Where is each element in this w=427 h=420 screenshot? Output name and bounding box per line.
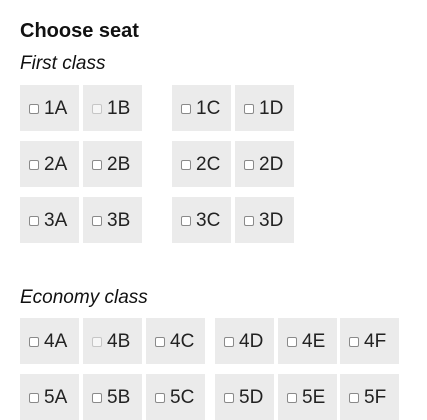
seat-5E-checkbox[interactable] (287, 393, 297, 403)
seat-4F[interactable]: 4F (340, 318, 399, 364)
seat-5D[interactable]: 5D (215, 374, 274, 420)
seat-5C-checkbox[interactable] (155, 393, 165, 403)
seat-2D-checkbox[interactable] (244, 160, 254, 170)
seat-1A[interactable]: 1A (20, 85, 79, 131)
seat-4C-checkbox[interactable] (155, 337, 165, 347)
seat-4C[interactable]: 4C (146, 318, 205, 364)
seat-1A-checkbox[interactable] (29, 104, 39, 114)
seat-label: 3C (196, 211, 220, 230)
page-title: Choose seat (20, 20, 139, 43)
first-class-label: First class (20, 53, 106, 75)
seat-5F[interactable]: 5F (340, 374, 399, 420)
seat-4D[interactable]: 4D (215, 318, 274, 364)
seat-4A[interactable]: 4A (20, 318, 79, 364)
seat-1D-checkbox[interactable] (244, 104, 254, 114)
seat-label: 2C (196, 155, 220, 174)
seat-3B[interactable]: 3B (83, 197, 142, 243)
seat-3A[interactable]: 3A (20, 197, 79, 243)
seat-label: 4F (364, 332, 386, 351)
seat-2A-checkbox[interactable] (29, 160, 39, 170)
seat-row-5: 5A 5B 5C 5D 5E 5F (20, 374, 420, 420)
seat-2A[interactable]: 2A (20, 141, 79, 187)
seat-4E-checkbox[interactable] (287, 337, 297, 347)
seat-3C[interactable]: 3C (172, 197, 231, 243)
seat-1C-checkbox[interactable] (181, 104, 191, 114)
seat-label: 3D (259, 211, 283, 230)
seat-label: 3B (107, 211, 130, 230)
seat-row-3: 3A 3B 3C 3D (20, 197, 420, 243)
seat-3B-checkbox[interactable] (92, 216, 102, 226)
seat-row-1: 1A 1B 1C 1D (20, 85, 420, 131)
seat-label: 4D (239, 332, 263, 351)
seat-2C[interactable]: 2C (172, 141, 231, 187)
seat-row-2: 2A 2B 2C 2D (20, 141, 420, 187)
seat-2B-checkbox[interactable] (92, 160, 102, 170)
seat-2D[interactable]: 2D (235, 141, 294, 187)
seat-5B[interactable]: 5B (83, 374, 142, 420)
seat-label: 1A (44, 99, 67, 118)
seat-row-4: 4A 4B 4C 4D 4E 4F (20, 318, 420, 364)
seat-1C[interactable]: 1C (172, 85, 231, 131)
seat-label: 3A (44, 211, 67, 230)
seat-5A-checkbox[interactable] (29, 393, 39, 403)
seat-4B[interactable]: 4B (83, 318, 142, 364)
seat-5B-checkbox[interactable] (92, 393, 102, 403)
seat-label: 4B (107, 332, 130, 351)
seat-1D[interactable]: 1D (235, 85, 294, 131)
seat-label: 2B (107, 155, 130, 174)
seat-3A-checkbox[interactable] (29, 216, 39, 226)
seat-4E[interactable]: 4E (278, 318, 337, 364)
seat-4D-checkbox[interactable] (224, 337, 234, 347)
seat-3D[interactable]: 3D (235, 197, 294, 243)
seat-1B[interactable]: 1B (83, 85, 142, 131)
economy-class-label: Economy class (20, 287, 148, 309)
seat-2C-checkbox[interactable] (181, 160, 191, 170)
seat-5D-checkbox[interactable] (224, 393, 234, 403)
seat-label: 4C (170, 332, 194, 351)
seat-2B[interactable]: 2B (83, 141, 142, 187)
seat-label: 1B (107, 99, 130, 118)
seat-label: 2A (44, 155, 67, 174)
seat-5C[interactable]: 5C (146, 374, 205, 420)
seat-3D-checkbox[interactable] (244, 216, 254, 226)
seat-4B-checkbox[interactable] (92, 337, 102, 347)
seat-5E[interactable]: 5E (278, 374, 337, 420)
seat-label: 2D (259, 155, 283, 174)
seat-label: 4E (302, 332, 325, 351)
seat-4A-checkbox[interactable] (29, 337, 39, 347)
seat-label: 1C (196, 99, 220, 118)
seat-label: 1D (259, 99, 283, 118)
seat-label: 4A (44, 332, 67, 351)
seat-5A[interactable]: 5A (20, 374, 79, 420)
seat-1B-checkbox[interactable] (92, 104, 102, 114)
seat-5F-checkbox[interactable] (349, 393, 359, 403)
seat-4F-checkbox[interactable] (349, 337, 359, 347)
seat-3C-checkbox[interactable] (181, 216, 191, 226)
